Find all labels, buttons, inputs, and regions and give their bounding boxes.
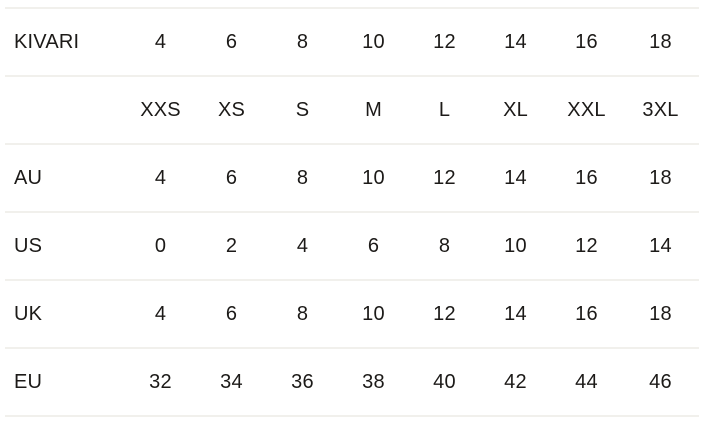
size-cell: 18 xyxy=(649,166,672,189)
size-cell: 18 xyxy=(649,30,672,53)
table-row-us: US 0 2 4 6 8 10 12 14 xyxy=(5,212,699,280)
size-cell: 8 xyxy=(296,302,309,325)
size-cell: 6 xyxy=(367,234,380,257)
size-name-cell: 3XL xyxy=(642,98,679,121)
table-row-eu: EU 32 34 36 38 40 42 44 46 xyxy=(5,348,699,416)
table-row-uk: UK 4 6 8 10 12 14 16 18 xyxy=(5,280,699,348)
size-cell: 14 xyxy=(504,302,527,325)
size-cell: 46 xyxy=(649,370,672,393)
row-label-uk: UK xyxy=(14,302,43,325)
size-cell: 8 xyxy=(296,30,309,53)
size-cell: 10 xyxy=(362,30,385,53)
size-cell: 4 xyxy=(154,302,167,325)
size-cell: 16 xyxy=(575,302,598,325)
size-cell: 8 xyxy=(296,166,309,189)
table-row-au: AU 4 6 8 10 12 14 16 18 xyxy=(5,144,699,212)
row-label-au: AU xyxy=(14,166,43,189)
size-name-cell: L xyxy=(438,98,451,121)
size-cell: 16 xyxy=(575,166,598,189)
size-cell: 12 xyxy=(433,166,456,189)
size-cell: 4 xyxy=(154,30,167,53)
size-cell: 12 xyxy=(433,30,456,53)
size-cell: 8 xyxy=(438,234,451,257)
table-row-kivari: KIVARI 4 6 8 10 12 14 16 18 xyxy=(5,8,699,76)
size-name-cell: XL xyxy=(503,98,528,121)
size-cell: 42 xyxy=(504,370,527,393)
size-cell: 6 xyxy=(225,166,238,189)
size-cell: 0 xyxy=(154,234,167,257)
size-cell: 38 xyxy=(362,370,385,393)
size-cell: 2 xyxy=(225,234,238,257)
size-cell: 10 xyxy=(362,302,385,325)
size-cell: 10 xyxy=(504,234,527,257)
size-cell: 12 xyxy=(433,302,456,325)
row-label-eu: EU xyxy=(14,370,43,393)
size-cell: 14 xyxy=(504,30,527,53)
size-cell: 18 xyxy=(649,302,672,325)
size-cell: 12 xyxy=(575,234,598,257)
size-cell: 16 xyxy=(575,30,598,53)
size-cell: 14 xyxy=(504,166,527,189)
size-name-cell: XXL xyxy=(567,98,606,121)
row-label-us: US xyxy=(14,234,43,257)
size-cell: 40 xyxy=(433,370,456,393)
size-cell: 14 xyxy=(649,234,672,257)
size-cell: 6 xyxy=(225,302,238,325)
size-cell: 4 xyxy=(296,234,309,257)
table-row-size-names: XXS XS S M L XL XXL 3XL xyxy=(5,76,699,144)
size-cell: 36 xyxy=(291,370,314,393)
size-name-cell: S xyxy=(295,98,310,121)
size-cell: 44 xyxy=(575,370,598,393)
row-label-empty xyxy=(5,76,125,144)
size-cell: 32 xyxy=(149,370,172,393)
size-cell: 34 xyxy=(220,370,243,393)
size-chart-table: KIVARI 4 6 8 10 12 14 16 18 XXS XS S M L… xyxy=(5,7,699,417)
size-name-cell: XS xyxy=(217,98,246,121)
size-name-cell: XXS xyxy=(140,98,181,121)
row-label-kivari: KIVARI xyxy=(14,30,80,53)
size-cell: 4 xyxy=(154,166,167,189)
size-name-cell: M xyxy=(365,98,382,121)
size-chart-section: KIVARI 4 6 8 10 12 14 16 18 XXS XS S M L… xyxy=(5,7,699,417)
size-cell: 6 xyxy=(225,30,238,53)
size-cell: 10 xyxy=(362,166,385,189)
